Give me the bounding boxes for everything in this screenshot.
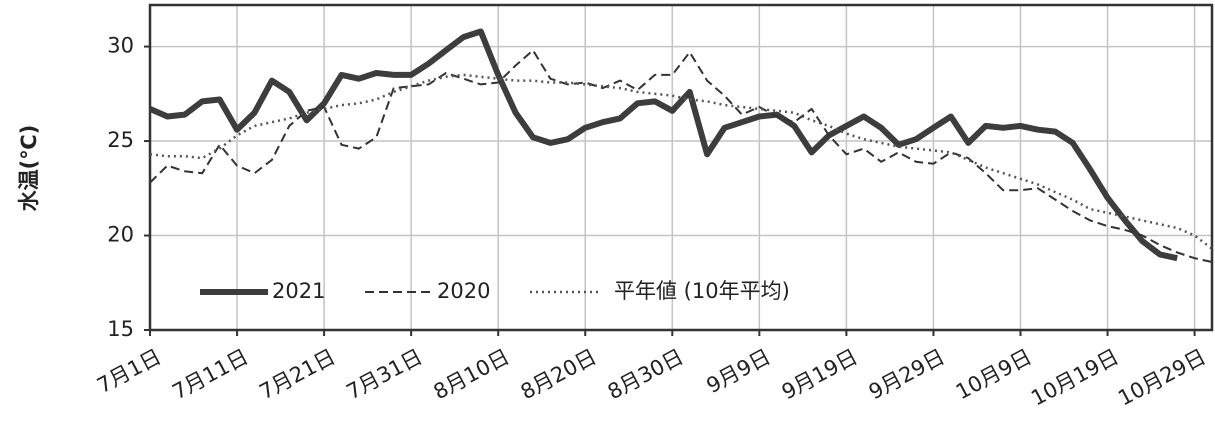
series-line bbox=[148, 28, 1178, 262]
y-tick-label: 25 bbox=[107, 128, 134, 152]
x-tick-label: 7月11日 bbox=[168, 345, 252, 405]
y-tick-label: 30 bbox=[107, 34, 134, 58]
x-tick-label: 8月10日 bbox=[430, 345, 514, 405]
x-tick-label: 9月9日 bbox=[703, 345, 775, 398]
x-tick-label: 9月19日 bbox=[778, 345, 862, 405]
legend-label: 2021 bbox=[272, 279, 325, 303]
legend-label: 2020 bbox=[437, 279, 490, 303]
y-tick-label: 20 bbox=[107, 223, 134, 247]
y-axis-label: 水温(℃) bbox=[17, 125, 41, 212]
x-tick-label: 8月20日 bbox=[517, 345, 601, 405]
x-tick-label: 8月30日 bbox=[604, 345, 688, 405]
x-tick-label: 9月29日 bbox=[865, 345, 949, 405]
x-tick-label: 7月31日 bbox=[343, 345, 427, 405]
series-line bbox=[149, 49, 1213, 263]
x-tick-label: 10月29日 bbox=[1114, 345, 1210, 411]
x-tick-label: 7月21日 bbox=[256, 345, 340, 405]
x-tick-label: 10月9日 bbox=[952, 345, 1036, 405]
legend-label: 平年値 (10年平均) bbox=[614, 279, 790, 303]
x-tick-label: 7月1日 bbox=[93, 345, 165, 398]
y-tick-label: 15 bbox=[107, 317, 134, 341]
x-tick-label: 10月19日 bbox=[1027, 345, 1123, 411]
plot-frame bbox=[148, 3, 1214, 332]
